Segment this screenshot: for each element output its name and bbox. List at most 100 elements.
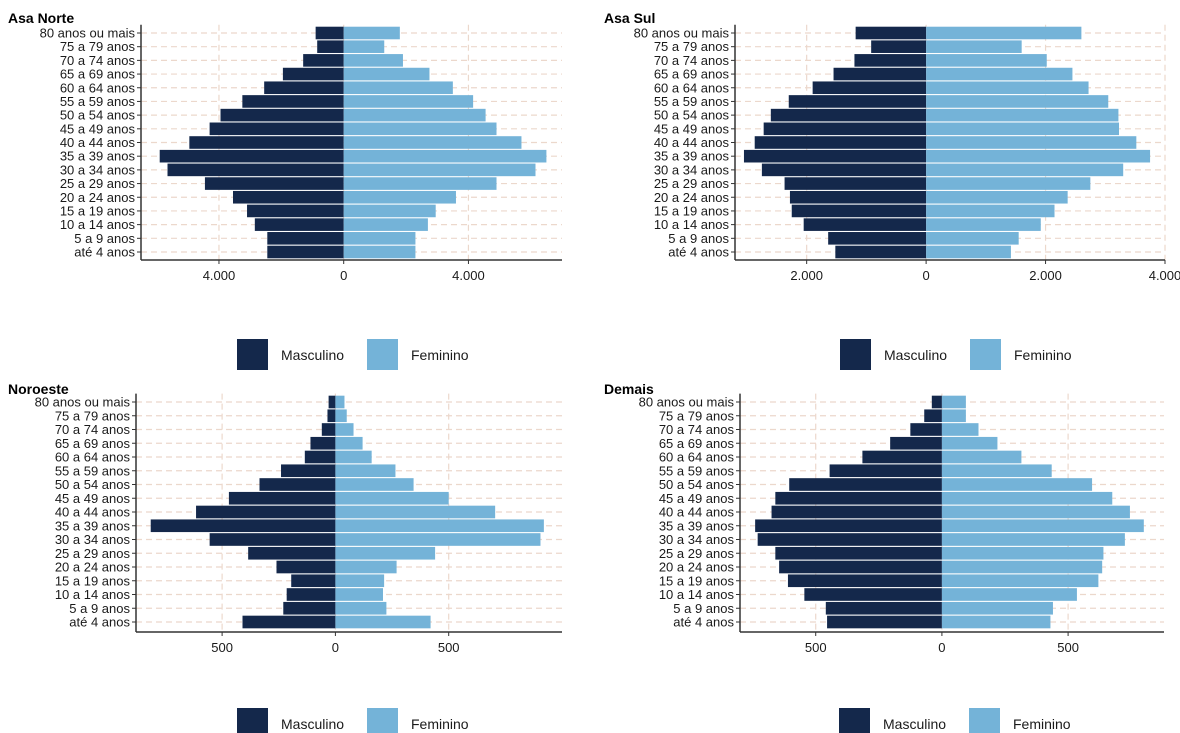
bar-feminino [335,395,345,409]
bar-masculino [282,67,344,81]
x-tick-label: 0 [938,640,945,655]
bar-masculino [754,136,927,149]
age-group-label: até 4 anos [74,245,135,260]
legend-label-feminino: Feminino [411,716,469,732]
bar-feminino [343,163,536,177]
bar-feminino [335,478,414,491]
bar-masculino [779,560,942,574]
bar-feminino [343,95,474,108]
bar-feminino [941,574,1099,588]
bar-masculino [267,245,344,259]
bar-feminino [926,149,1151,163]
legend-label-feminino: Feminino [1014,347,1072,363]
age-group-label: 15 a 19 anos [60,203,136,218]
bar-feminino [335,423,354,436]
bar-masculino [281,464,336,478]
age-group-label: 70 a 74 anos [55,422,131,437]
legend-swatch-feminino [367,708,398,733]
age-group-label: 35 a 39 anos [60,149,136,164]
bar-masculino [829,464,942,478]
legend-label-masculino: Masculino [884,347,947,363]
bar-masculino [283,601,336,615]
bar-feminino [926,54,1047,67]
bar-masculino [787,574,942,588]
age-group-label: 30 a 34 anos [659,532,735,547]
age-group-label: 75 a 79 anos [60,39,136,54]
bar-masculino [242,95,344,108]
x-tick-label: 4.000 [1149,268,1180,283]
x-tick-label: 4.000 [203,268,236,283]
bar-masculino [825,601,942,615]
legend-swatch-masculino [237,708,268,733]
bar-feminino [343,108,486,122]
age-group-label: 30 a 34 anos [55,532,131,547]
age-group-label: 15 a 19 anos [654,203,730,218]
bar-feminino [343,177,497,190]
age-group-label: 65 a 69 anos [659,436,735,451]
bar-feminino [343,232,416,245]
bar-feminino [941,588,1077,601]
bar-feminino [926,190,1068,204]
bar-masculino [763,122,927,136]
bar-feminino [343,245,416,259]
bar-feminino [335,546,436,560]
age-group-label: 65 a 69 anos [654,67,730,82]
x-tick-label: 500 [1057,640,1079,655]
bar-masculino [910,423,942,436]
bar-feminino [941,409,966,423]
legend-label-masculino: Masculino [281,716,344,732]
age-group-label: 45 a 49 anos [659,491,735,506]
bar-masculino [835,245,927,259]
age-group-label: 40 a 44 anos [55,505,131,520]
bar-masculino [189,136,344,149]
bar-masculino [833,67,927,81]
legend-label-feminino: Feminino [411,347,469,363]
bar-masculino [791,204,927,218]
age-group-label: 40 a 44 anos [654,135,730,150]
legend-swatch-feminino [970,339,1001,370]
bar-masculino [264,81,344,95]
age-group-label: até 4 anos [673,615,734,630]
x-tick-label: 0 [340,268,347,283]
bar-masculino [310,436,336,450]
age-group-label: 65 a 69 anos [55,436,131,451]
age-group-label: 40 a 44 anos [60,135,136,150]
bar-masculino [220,108,344,122]
bar-masculino [254,218,344,231]
age-group-label: 45 a 49 anos [654,121,730,136]
bar-feminino [926,95,1109,108]
bar-masculino [286,588,336,601]
age-group-label: 80 anos ou mais [35,395,131,410]
bar-feminino [343,81,453,95]
bar-feminino [941,464,1052,478]
age-group-label: 70 a 74 anos [659,422,735,437]
age-group-label: 15 a 19 anos [55,573,131,588]
bar-masculino [209,122,344,136]
legend-swatch-masculino [840,339,871,370]
bar-feminino [343,136,522,149]
age-group-label: 65 a 69 anos [60,67,136,82]
age-group-label: 5 a 9 anos [673,601,734,616]
age-group-label: 10 a 14 anos [55,587,131,602]
panel-title: Asa Norte [8,10,74,26]
age-group-label: 55 a 59 anos [659,463,735,478]
bar-masculino [242,615,336,629]
bar-feminino [941,519,1144,533]
bar-masculino [247,204,344,218]
bar-feminino [335,574,385,588]
bar-feminino [941,395,966,409]
bar-feminino [343,204,436,218]
bar-masculino [196,505,336,519]
legend-swatch-masculino [839,708,870,733]
bar-feminino [343,26,400,40]
x-tick-label: 500 [438,640,460,655]
age-group-label: até 4 anos [668,245,729,260]
bar-feminino [926,204,1055,218]
bar-feminino [926,67,1073,81]
bar-masculino [789,190,927,204]
bar-feminino [926,232,1019,245]
bar-masculino [304,450,336,464]
